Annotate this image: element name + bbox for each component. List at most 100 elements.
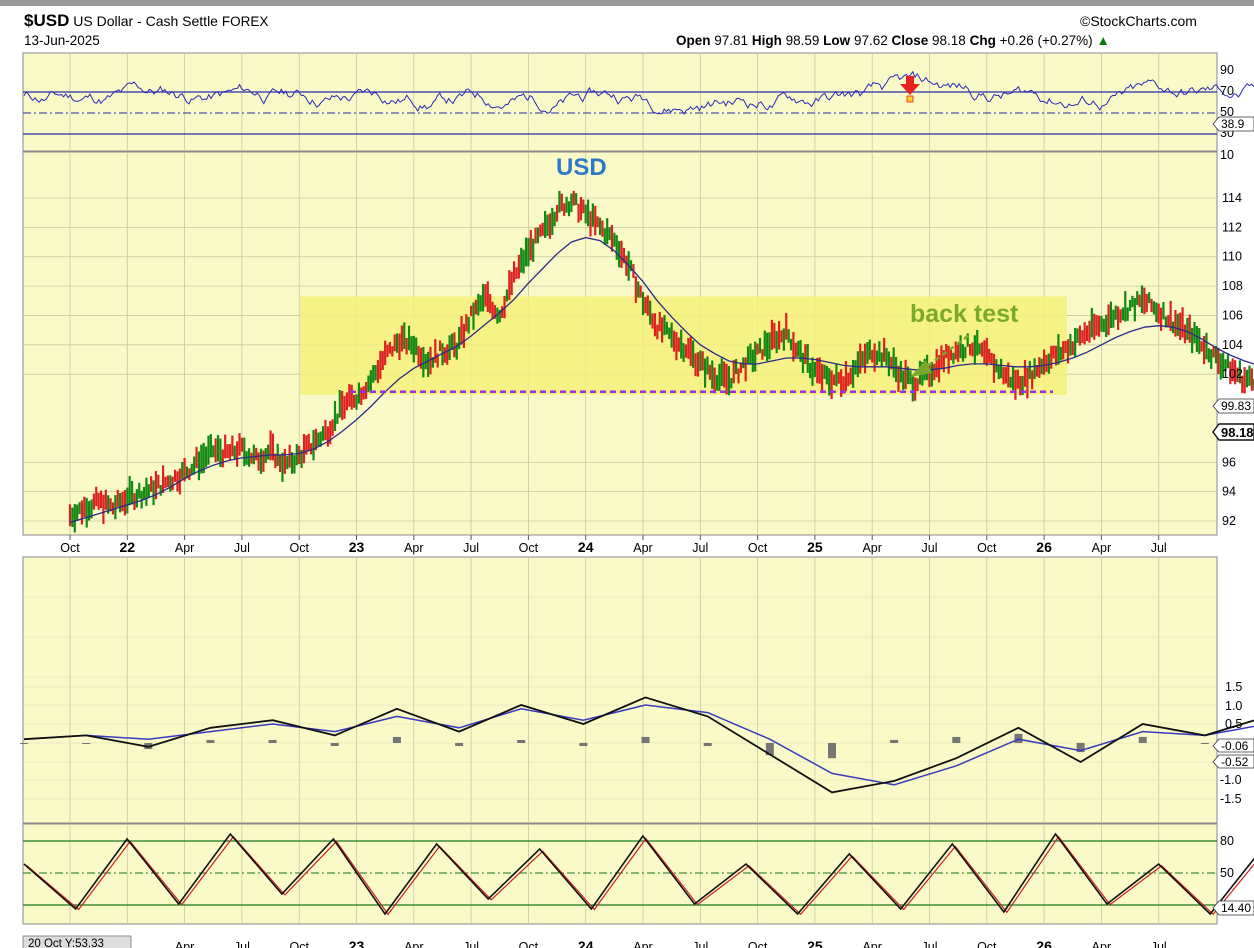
x-tick-label: Oct	[289, 541, 309, 555]
ppo-histogram-bar	[20, 743, 28, 744]
bottom-x-tick-label: 26	[1036, 938, 1052, 948]
stoch-tick-80: 80	[1220, 834, 1234, 848]
close-label: Close	[891, 33, 929, 48]
ppo-histogram-bar	[703, 743, 712, 747]
price-y-ticks: 114 112 110 108 106 104 102 96 94 92	[1222, 191, 1243, 528]
price-bars	[68, 190, 1254, 533]
exchange: FOREX	[221, 14, 269, 29]
bottom-x-tick-label: Jul	[922, 940, 938, 948]
moving-average-line	[69, 236, 1254, 524]
ppo-value-badge-2: -0.52	[1212, 754, 1254, 769]
ppo-histogram-bar	[1076, 743, 1085, 753]
price-tick-label: 108	[1222, 279, 1243, 293]
ppo-value-badge-1: -0.06	[1212, 738, 1254, 753]
bottom-x-tick-label: Jul	[692, 940, 708, 948]
bottom-x-tick-label: Apr	[862, 940, 881, 948]
chart-date: 13-Jun-2025	[24, 33, 100, 48]
price-tick-label: 106	[1222, 308, 1243, 322]
price-tick-label: 96	[1222, 455, 1236, 469]
ppo-tick-neg-1-5: -1.5	[1220, 792, 1242, 806]
bottom-x-tick-label: Apr	[1092, 940, 1111, 948]
ppo-histogram-bar	[890, 739, 899, 743]
support-value-badge: 99.83	[1212, 398, 1254, 414]
x-tick-label: Jul	[234, 541, 250, 555]
window-top-bar	[0, 0, 1254, 6]
price-tick-label: 110	[1222, 250, 1242, 264]
bottom-x-tick-label: Jul	[1151, 940, 1167, 948]
rsi-last-value: 38.9	[1221, 117, 1245, 131]
ppo-tick-neg-1-0: -1.0	[1220, 773, 1242, 787]
close-value: 98.18	[932, 33, 966, 48]
ppo-histogram-bar	[206, 739, 215, 743]
rsi-tick-70: 70	[1220, 84, 1234, 98]
rsi-panel: 90 70 50 30 10 38.9	[22, 52, 1254, 162]
brand-text: StockCharts.com	[1090, 13, 1197, 29]
x-tick-label: Oct	[748, 541, 768, 555]
x-tick-label: Apr	[404, 541, 423, 555]
bottom-x-tick-label: Oct	[289, 940, 309, 948]
low-label: Low	[823, 33, 851, 48]
x-tick-label: 26	[1036, 539, 1052, 555]
price-grid	[23, 153, 1217, 534]
ppo-panel-bg	[22, 556, 1218, 824]
ppo-histogram-bar	[268, 739, 277, 743]
x-tick-label: 25	[807, 539, 823, 555]
rsi-line	[23, 70, 1254, 115]
ppo-histogram-bar	[1138, 736, 1147, 743]
ppo-histogram-bar	[952, 736, 961, 743]
bottom-x-tick-label: Apr	[175, 940, 194, 948]
price-x-axis: Oct 22 Apr Jul Oct 23 Apr Jul Oct 24 Apr Jul Oct 25 Ap…	[60, 535, 1167, 555]
price-tick-label: 94	[1222, 485, 1236, 499]
ppo-histogram-bar	[455, 743, 464, 747]
ppo-panel: 1.5 1.0 0.5 -1.0 -1.5 -0.06 -0.52	[20, 556, 1254, 824]
support-value: 99.83	[1221, 399, 1251, 413]
x-tick-label: Jul	[922, 541, 938, 555]
x-tick-label: Apr	[633, 541, 652, 555]
brand[interactable]: ©StockCharts.com	[1080, 13, 1197, 29]
chg-label: Chg	[969, 33, 996, 48]
rsi-last-value-badge: 38.9	[1212, 116, 1254, 132]
rsi-tick-90: 90	[1220, 63, 1234, 77]
open-label: Open	[676, 33, 711, 48]
bottom-x-tick-label: Oct	[519, 940, 539, 948]
rsi-tick-10: 10	[1220, 148, 1234, 162]
bottom-x-tick-label: Oct	[977, 940, 997, 948]
stoch-tick-50: 50	[1220, 866, 1234, 880]
ppo-histogram-bar	[392, 736, 401, 743]
ppo-value-2: -0.52	[1221, 755, 1249, 769]
x-tick-label: Jul	[463, 541, 479, 555]
ppo-histogram-bar	[827, 743, 836, 759]
price-tick-label: 92	[1222, 514, 1236, 528]
ppo-histogram-bar	[579, 743, 588, 747]
bottom-x-tick-label: Oct	[748, 940, 768, 948]
open-value: 97.81	[714, 33, 749, 48]
ppo-histogram-bar	[1014, 733, 1023, 743]
red-down-arrow-icon	[900, 76, 920, 103]
ppo-histogram-bar	[330, 743, 339, 747]
usd-annotation: USD	[556, 154, 607, 181]
stoch-line	[23, 832, 1254, 916]
last-price-badge: 98.18	[1212, 423, 1254, 441]
bottom-x-axis: Apr Jul Oct 23 Apr Jul Oct 24 Apr Jul Oct 25 Apr Jul O…	[175, 938, 1167, 948]
bottom-x-tick-label: Apr	[404, 940, 423, 948]
price-panel: USD back test 114 112 110 108 106 104 102 96 94 9…	[22, 151, 1254, 536]
last-price: 98.18	[1221, 425, 1254, 440]
ppo-histogram-bar	[1200, 743, 1209, 744]
ppo-tick-1-5: 1.5	[1225, 680, 1242, 694]
x-tick-label: Jul	[692, 541, 708, 555]
ppo-histogram-bar	[641, 736, 650, 743]
bottom-x-tick-label: 25	[807, 938, 823, 948]
ppo-tick-0-5: 0.5	[1225, 717, 1242, 731]
ppo-histogram-bar	[517, 739, 526, 743]
ppo-histogram-bar	[82, 743, 91, 744]
stoch-last-value: 14.40	[1221, 901, 1251, 915]
lower-grid	[23, 558, 1217, 822]
high-label: High	[751, 33, 782, 48]
rsi-tick-50: 50	[1220, 105, 1234, 119]
ppo-signal-line	[23, 704, 1254, 786]
x-tick-label: 24	[578, 539, 594, 555]
x-tick-label: Apr	[1092, 541, 1111, 555]
bottom-x-tick-label: Jul	[463, 940, 479, 948]
symbol-description: US Dollar - Cash Settle	[73, 13, 218, 29]
